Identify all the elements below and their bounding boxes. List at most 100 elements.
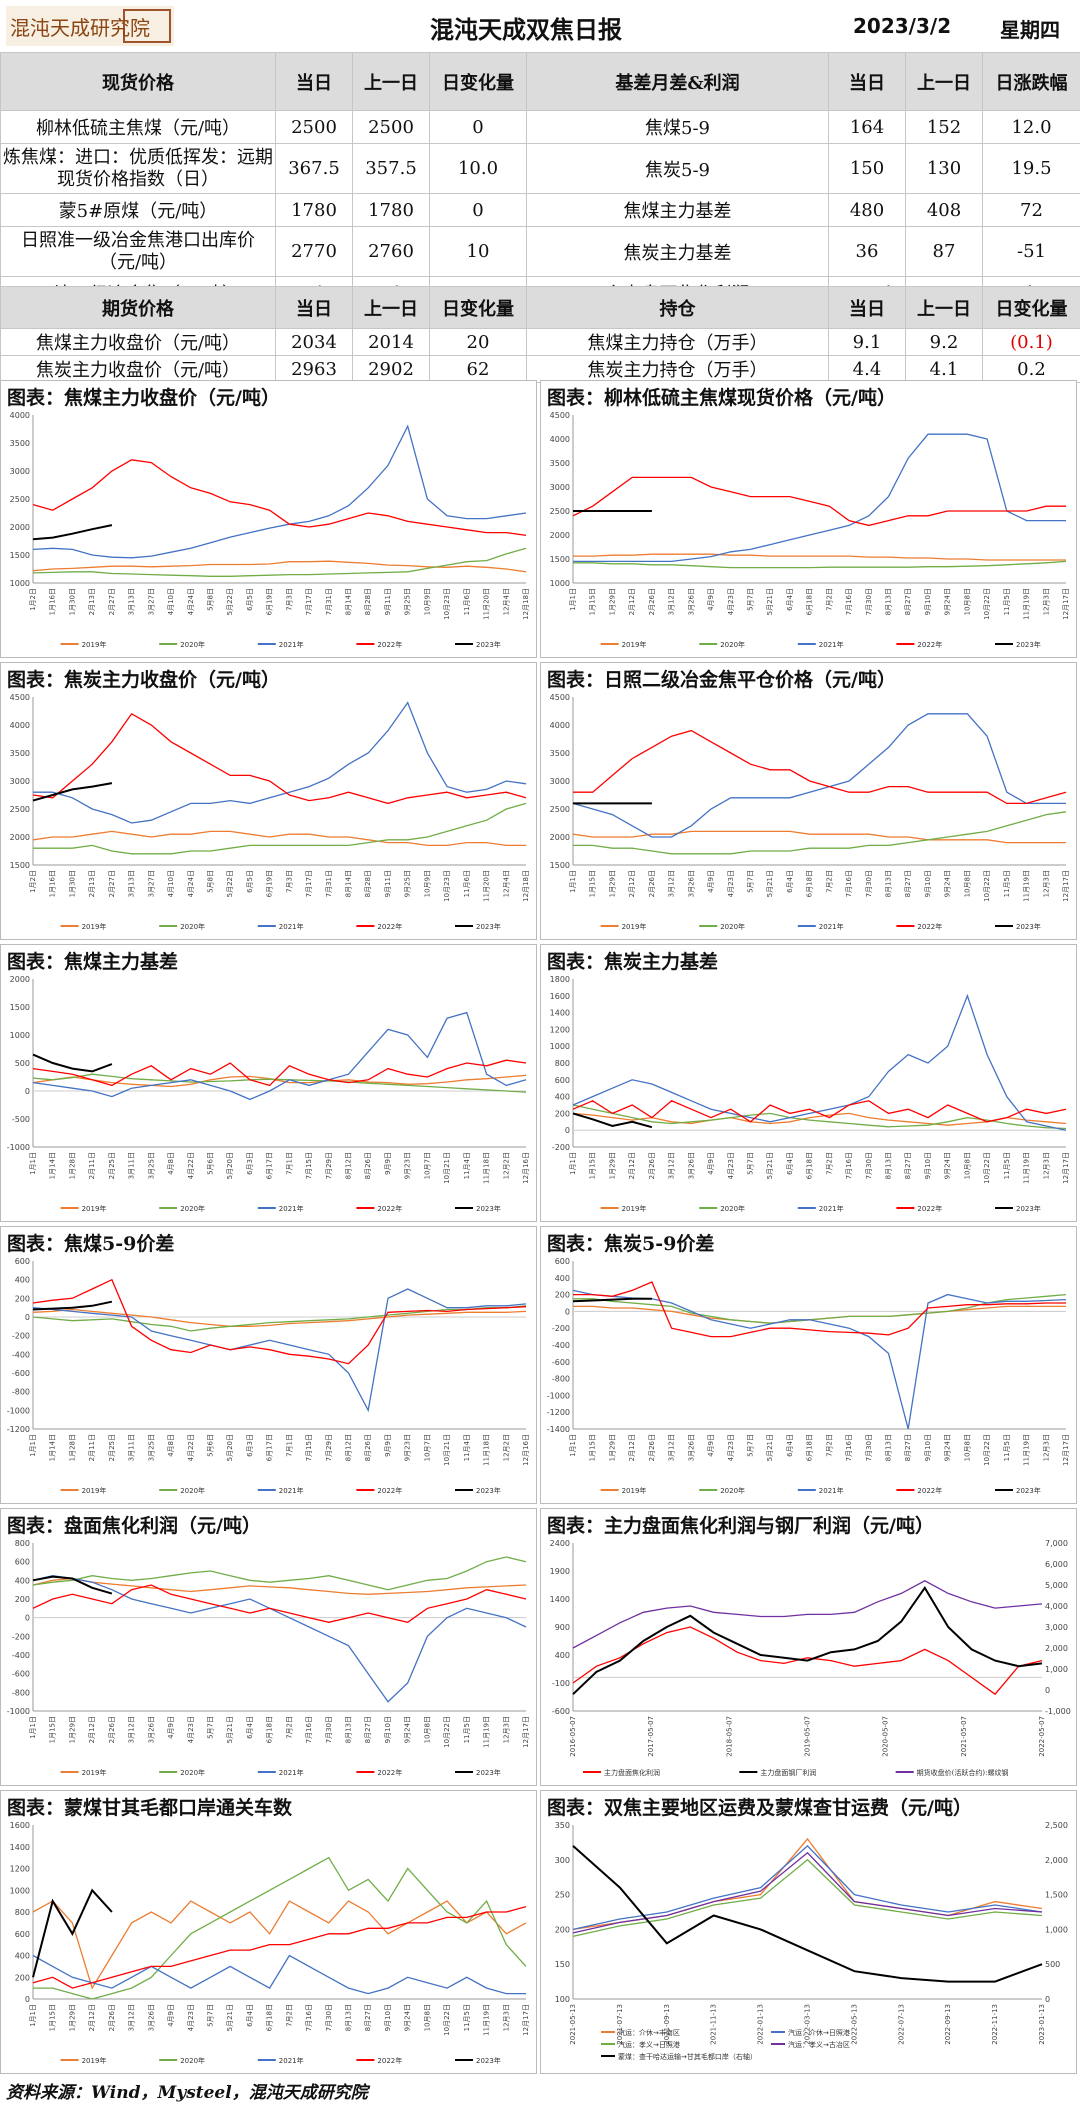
x-tick-label: 7月1日 [285,1152,293,1175]
x-tick-label: 2月12日 [628,1434,636,1461]
legend-label: 2019年 [622,640,647,649]
y-tick-label: 600 [555,1076,570,1085]
x-tick-label: 10月22日 [983,870,991,902]
x-tick-label: 4月23日 [727,870,735,897]
spot-table-cell: 0 [429,110,527,144]
legend-label: 2020年 [720,640,745,649]
x-tick-label: 8月13日 [885,1434,893,1461]
chart-title: 图表：盘面焦化利润（元/吨） [7,1515,261,1537]
spot-table-column-header: 日变化量 [429,52,527,111]
series-line [32,1053,113,1073]
x-tick-label: 4月23日 [727,1152,735,1179]
x-tick-label: 11月5日 [1003,870,1011,897]
legend-label: 2022年 [377,1486,402,1495]
x-tick-label: 12月4日 [502,588,510,615]
x-tick-label: 9月25日 [404,588,412,615]
legend-label: 2022年 [917,1204,942,1213]
x-tick-label: 3月12日 [668,1434,676,1461]
x-tick-label: 1月15日 [589,1152,597,1179]
chart-title: 图表：焦炭主力基差 [547,951,719,973]
x-tick-label: 10月8日 [963,1152,971,1179]
spot-table-cell: 164 [828,110,906,144]
y-tick-label: 400 [555,1651,570,1660]
series-line [572,1289,1067,1430]
legend-label: 蒙煤：查干哈达运输→甘其毛都口岸（右轴） [618,2052,757,2061]
x-tick-label: 2022-11-13 [991,2004,999,2045]
futures-table-cell: 2963 [275,355,353,383]
spot-table-cell: 152 [905,110,983,144]
x-tick-label: 11月4日 [463,1434,471,1461]
chart-panel: 图表：日照二级冶金焦平仓价格（元/吨） 1500 2000 2500 3000 3500 4… [540,662,1077,940]
y-tick-label: -200 [552,1143,570,1152]
y2-tick-label: -1,000 [1045,1707,1071,1716]
spot-table-cell: 10.0 [429,143,527,194]
series-line [572,1845,1043,1983]
x-tick-label: 10月7日 [423,1152,431,1179]
x-tick-label: 2021-05-13 [569,2004,577,2045]
futures-table-column-header: 日变化量 [429,286,527,329]
x-tick-label: 11月19日 [1023,588,1031,620]
y-tick-label: -600 [552,1358,570,1367]
y-tick-label: 2500 [10,495,30,504]
x-tick-label: 12月3日 [1042,870,1050,897]
legend-label: 2019年 [82,1204,107,1213]
legend-label: 2020年 [180,1768,205,1777]
x-tick-label: 3月25日 [147,1434,155,1461]
y-tick-label: 2400 [550,1539,570,1548]
y-tick-label: -1000 [7,1406,30,1415]
x-tick-label: 3月13日 [128,588,136,615]
x-tick-label: 10月22日 [983,1434,991,1466]
y-tick-label: 4500 [550,411,570,420]
x-tick-label: 9月10日 [924,1152,932,1179]
futures-table-column-header: 上一日 [352,286,430,329]
spot-table-cell: 炼焦煤：进口：优质低挥发：远期现货价格指数（日） [0,143,276,194]
x-tick-label: 1月15日 [589,588,597,615]
y-tick-label: -1000 [7,1707,30,1716]
futures-table-cell: 2902 [352,355,430,383]
x-tick-label: 4月24日 [187,588,195,615]
x-tick-label: 5月8日 [206,870,214,893]
x-tick-label: 2月13日 [88,588,96,615]
x-tick-label: 11月5日 [1003,1434,1011,1461]
series-line [32,1954,526,1995]
y-tick-label: 1500 [10,1003,30,1012]
legend-label: 2020年 [180,1486,205,1495]
spot-table-cell: 焦炭5-9 [526,143,829,194]
series-line [32,1059,527,1087]
y-tick-label: -400 [552,1341,570,1350]
x-tick-label: 4月23日 [727,588,735,615]
chart-title: 图表：双焦主要地区运费及蒙煤查甘运费（元/吨） [547,1797,972,1819]
x-tick-label: 9月24日 [944,870,952,897]
legend-label: 2020年 [180,922,205,931]
x-tick-label: 9月10日 [384,1716,392,1743]
x-tick-label: 8月14日 [345,870,353,897]
x-tick-label: 2月27日 [108,588,116,615]
x-tick-label: 8月27日 [904,1152,912,1179]
futures-table-cell: 焦炭主力持仓（万手） [526,355,829,383]
x-tick-label: 10月22日 [443,1716,451,1748]
series-line [32,830,526,847]
x-tick-label: 2021-05-07 [960,1716,968,1757]
x-tick-label: 9月24日 [944,1434,952,1461]
x-tick-label: 6月3日 [246,1152,254,1175]
x-tick-label: 10月22日 [443,2004,451,2036]
x-tick-label: 10月9日 [423,588,431,615]
x-tick-label: 2月26日 [108,1716,116,1743]
chart-title: 图表：焦煤主力基差 [7,951,179,973]
legend-label: 2023年 [476,1486,501,1495]
y-tick-label: 3000 [10,777,30,786]
x-tick-label: 5月22日 [226,870,234,897]
y2-tick-label: 2,000 [1045,1644,1068,1653]
legend-label: 2021年 [279,1486,304,1495]
x-tick-label: 3月11日 [128,1152,136,1179]
x-tick-label: 5月7日 [746,1152,754,1175]
x-tick-label: 9月24日 [944,588,952,615]
x-tick-label: 8月14日 [345,588,353,615]
futures-table-column-header: 上一日 [905,286,983,329]
x-tick-label: 11月18日 [483,1152,491,1184]
x-tick-label: 3月26日 [687,1434,695,1461]
spot-table-row: 蒙5#原煤（元/吨） 1780 1780 0 焦煤主力基差 480 408 72 [0,193,1080,227]
y-tick-label: 1000 [550,579,570,588]
x-tick-label: 6月18日 [806,870,814,897]
x-tick-label: 1月15日 [49,2004,57,2031]
